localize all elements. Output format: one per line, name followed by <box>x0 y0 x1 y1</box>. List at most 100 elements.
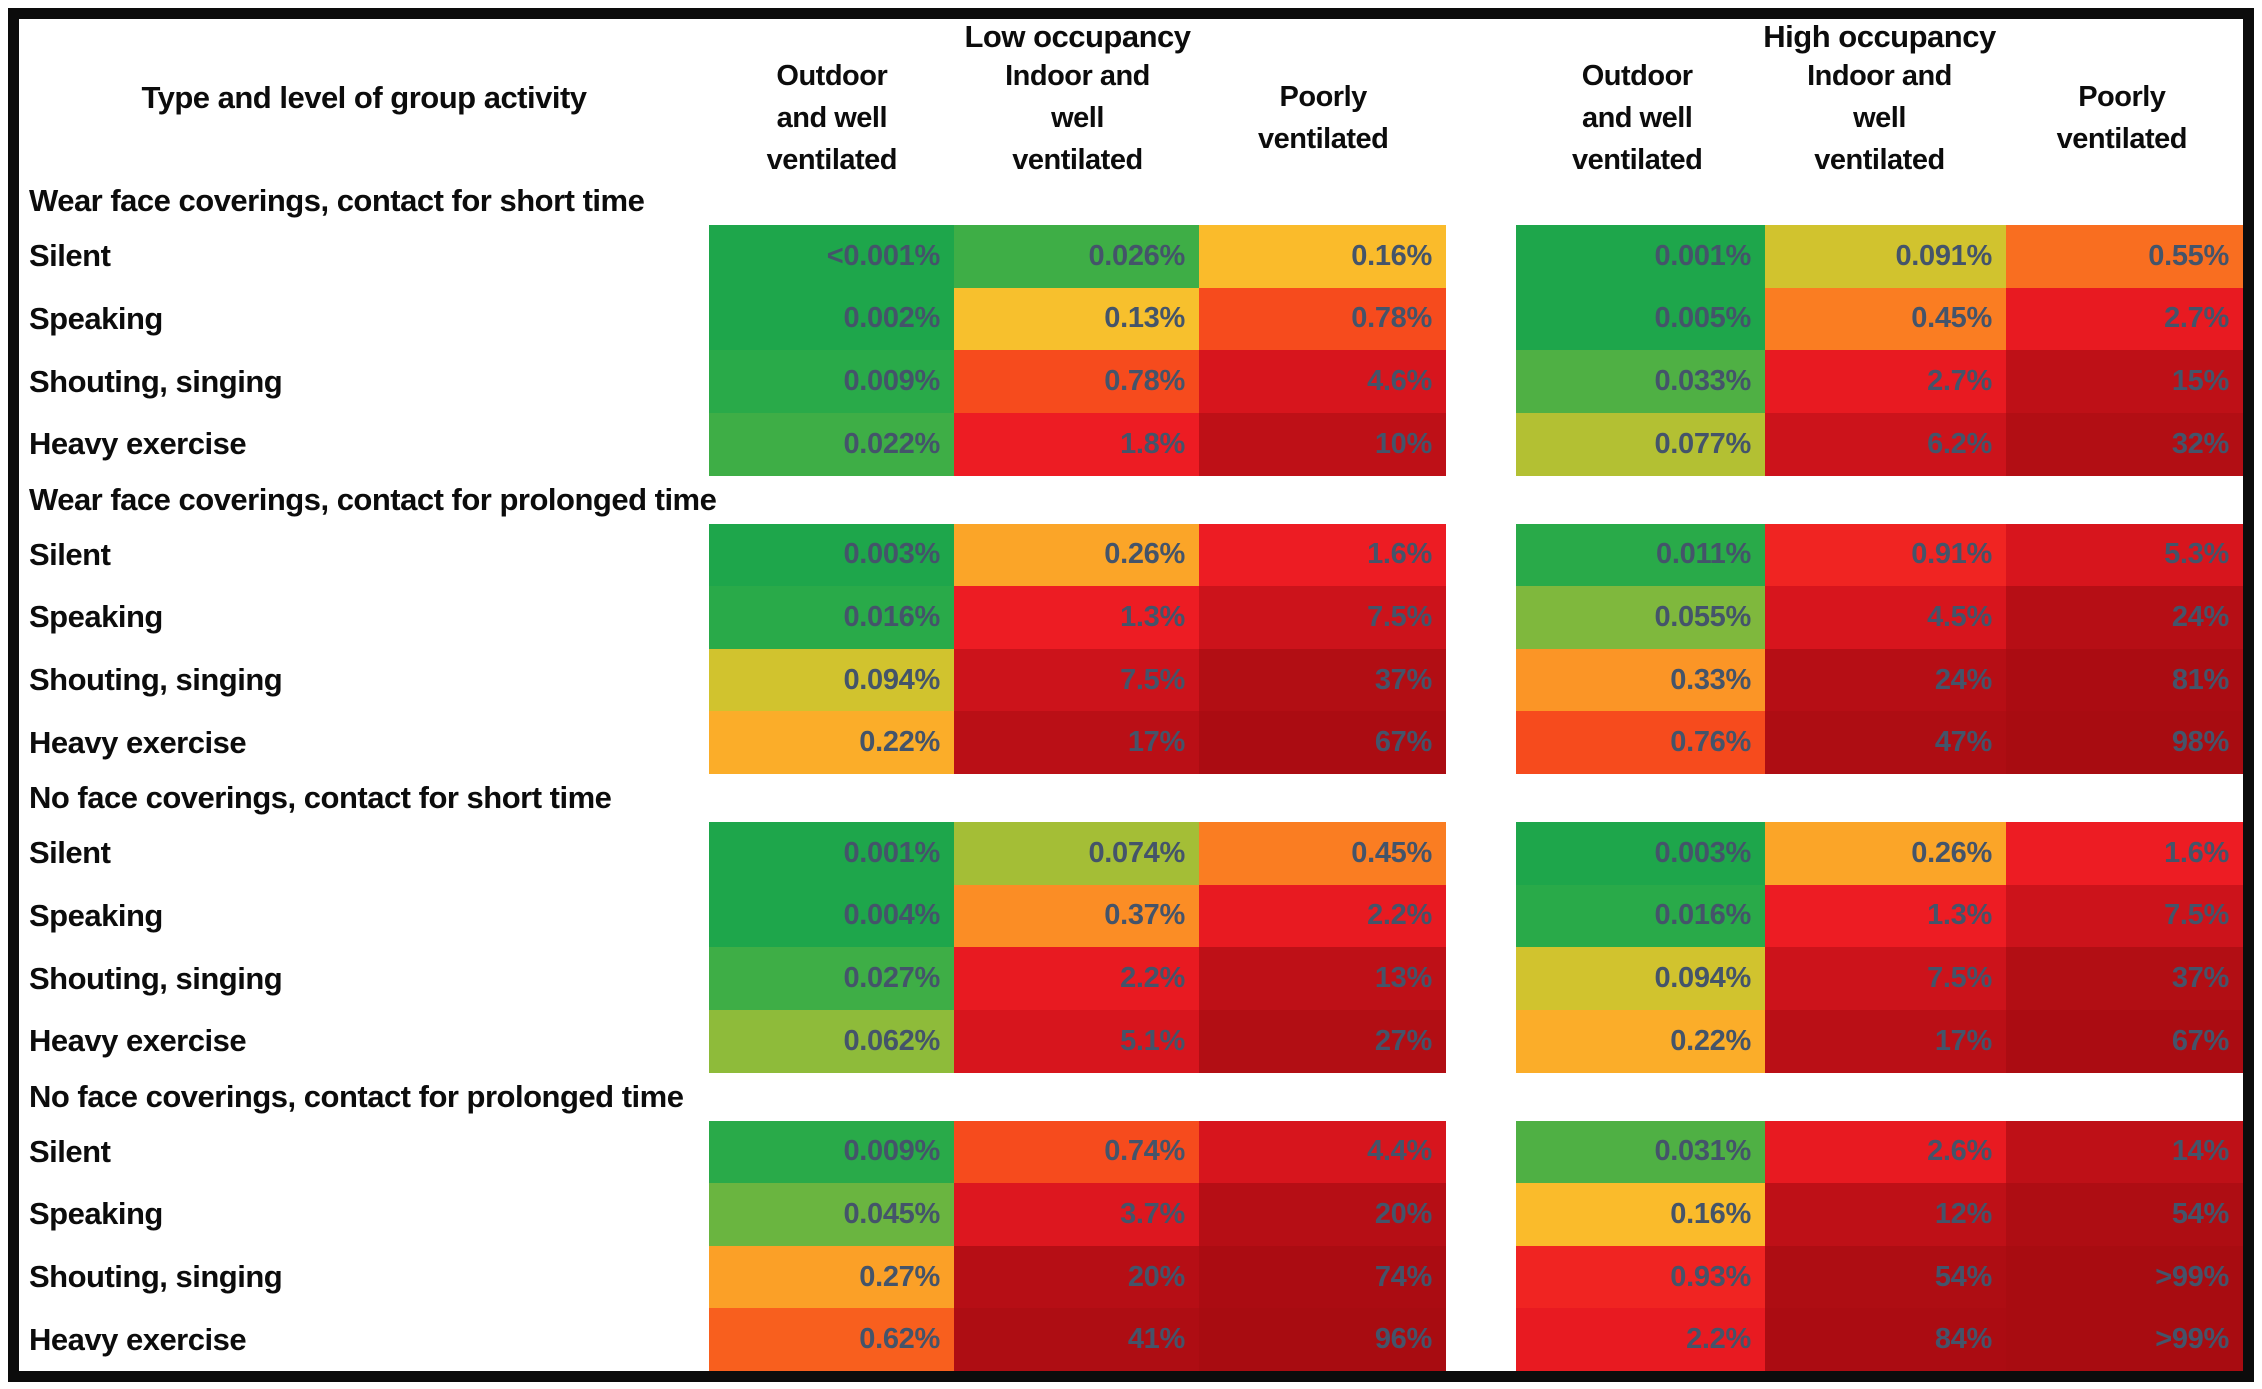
risk-cell-low-occupancy-outdoor-well-ventilated: 0.027% <box>709 947 954 1010</box>
risk-cell-high-occupancy-indoor-well-ventilated: 6.2% <box>1765 412 2006 476</box>
risk-cell-low-occupancy-indoor-well-ventilated: 0.74% <box>954 1120 1199 1184</box>
column-headers-low: Outdoor and well ventilated Indoor and w… <box>709 55 1446 181</box>
risk-cell-high-occupancy-poorly-ventilated: 15% <box>2006 350 2243 413</box>
risk-cell-high-occupancy-indoor-well-ventilated: 0.26% <box>1765 822 2006 885</box>
risk-cell-high-occupancy-outdoor-well-ventilated: 0.76% <box>1516 711 1765 774</box>
risk-grid: Type and level of group activity Low occ… <box>19 19 2243 1371</box>
risk-cell-low-occupancy-indoor-well-ventilated: 0.13% <box>954 287 1199 351</box>
risk-cell-low-occupancy-indoor-well-ventilated: 5.1% <box>954 1009 1199 1073</box>
risk-cell-high-occupancy-poorly-ventilated: 5.3% <box>2006 523 2243 587</box>
risk-cell-low-occupancy-indoor-well-ventilated: 0.78% <box>954 350 1199 413</box>
row-label: Silent <box>19 225 709 288</box>
risk-cell-low-occupancy-indoor-well-ventilated: 17% <box>954 711 1199 774</box>
risk-cell-high-occupancy-indoor-well-ventilated: 1.3% <box>1765 884 2006 948</box>
risk-cell-low-occupancy-indoor-well-ventilated: 3.7% <box>954 1183 1199 1246</box>
risk-cell-high-occupancy-poorly-ventilated: >99% <box>2006 1245 2243 1309</box>
risk-cell-low-occupancy-outdoor-well-ventilated: 0.062% <box>709 1009 954 1073</box>
risk-cell-low-occupancy-poorly-ventilated: 13% <box>1199 947 1446 1010</box>
risk-cell-high-occupancy-poorly-ventilated: >99% <box>2006 1308 2243 1371</box>
column-header-outdoor-well-ventilated-low: Outdoor and well ventilated <box>766 60 898 177</box>
risk-cell-low-occupancy-outdoor-well-ventilated: 0.62% <box>709 1308 954 1371</box>
row-label: Shouting, singing <box>19 648 709 712</box>
risk-cell-high-occupancy-poorly-ventilated: 14% <box>2006 1120 2243 1184</box>
risk-cell-low-occupancy-poorly-ventilated: 96% <box>1199 1308 1446 1371</box>
column-header-poorly-ventilated-low: Poorly ventilated <box>1257 81 1389 156</box>
section-title: Wear face coverings, contact for prolong… <box>19 475 2243 524</box>
row-label: Speaking <box>19 1183 709 1246</box>
row-label: Silent <box>19 523 709 587</box>
risk-cell-high-occupancy-poorly-ventilated: 7.5% <box>2006 884 2243 948</box>
risk-cell-high-occupancy-outdoor-well-ventilated: 0.077% <box>1516 412 1765 476</box>
risk-cell-high-occupancy-outdoor-well-ventilated: 2.2% <box>1516 1308 1765 1371</box>
column-header-outdoor-well-ventilated-high: Outdoor and well ventilated <box>1571 60 1703 177</box>
risk-cell-low-occupancy-poorly-ventilated: 37% <box>1199 648 1446 712</box>
group-low-occupancy: Low occupancy Outdoor and well ventilate… <box>709 19 1446 177</box>
risk-cell-high-occupancy-outdoor-well-ventilated: 0.031% <box>1516 1120 1765 1184</box>
risk-cell-high-occupancy-poorly-ventilated: 32% <box>2006 412 2243 476</box>
risk-cell-high-occupancy-indoor-well-ventilated: 84% <box>1765 1308 2006 1371</box>
risk-cell-low-occupancy-poorly-ventilated: 4.4% <box>1199 1120 1446 1184</box>
risk-cell-high-occupancy-outdoor-well-ventilated: 0.094% <box>1516 947 1765 1010</box>
risk-cell-low-occupancy-indoor-well-ventilated: 1.3% <box>954 586 1199 649</box>
risk-cell-high-occupancy-outdoor-well-ventilated: 0.001% <box>1516 225 1765 288</box>
risk-cell-low-occupancy-poorly-ventilated: 20% <box>1199 1183 1446 1246</box>
risk-cell-high-occupancy-indoor-well-ventilated: 17% <box>1765 1009 2006 1073</box>
row-label: Speaking <box>19 884 709 948</box>
risk-cell-low-occupancy-outdoor-well-ventilated: 0.002% <box>709 287 954 351</box>
risk-cell-low-occupancy-poorly-ventilated: 4.6% <box>1199 350 1446 413</box>
row-label: Speaking <box>19 287 709 351</box>
risk-cell-high-occupancy-poorly-ventilated: 24% <box>2006 586 2243 649</box>
risk-cell-high-occupancy-indoor-well-ventilated: 0.45% <box>1765 287 2006 351</box>
risk-cell-high-occupancy-outdoor-well-ventilated: 0.93% <box>1516 1245 1765 1309</box>
risk-cell-low-occupancy-outdoor-well-ventilated: 0.004% <box>709 884 954 948</box>
risk-cell-low-occupancy-indoor-well-ventilated: 0.026% <box>954 225 1199 288</box>
row-label: Silent <box>19 1120 709 1184</box>
risk-cell-high-occupancy-outdoor-well-ventilated: 0.005% <box>1516 287 1765 351</box>
group-title-high-occupancy: High occupancy <box>1763 19 1996 54</box>
corner-header: Type and level of group activity <box>141 80 587 115</box>
risk-cell-high-occupancy-outdoor-well-ventilated: 0.011% <box>1516 523 1765 587</box>
group-high-occupancy: High occupancy Outdoor and well ventilat… <box>1516 19 2243 177</box>
risk-cell-low-occupancy-outdoor-well-ventilated: 0.22% <box>709 711 954 774</box>
risk-cell-low-occupancy-poorly-ventilated: 0.78% <box>1199 287 1446 351</box>
row-label: Shouting, singing <box>19 1245 709 1309</box>
column-header-poorly-ventilated-high: Poorly ventilated <box>2056 81 2188 156</box>
risk-cell-high-occupancy-indoor-well-ventilated: 7.5% <box>1765 947 2006 1010</box>
risk-cell-low-occupancy-outdoor-well-ventilated: 0.27% <box>709 1245 954 1309</box>
risk-cell-high-occupancy-poorly-ventilated: 98% <box>2006 711 2243 774</box>
risk-cell-high-occupancy-outdoor-well-ventilated: 0.055% <box>1516 586 1765 649</box>
column-header-indoor-well-ventilated-high: Indoor and well ventilated <box>1807 60 1952 177</box>
risk-cell-low-occupancy-poorly-ventilated: 67% <box>1199 711 1446 774</box>
risk-cell-low-occupancy-outdoor-well-ventilated: 0.045% <box>709 1183 954 1246</box>
risk-cell-high-occupancy-poorly-ventilated: 2.7% <box>2006 287 2243 351</box>
column-headers-high: Outdoor and well ventilated Indoor and w… <box>1516 55 2243 181</box>
risk-cell-low-occupancy-indoor-well-ventilated: 0.37% <box>954 884 1199 948</box>
risk-cell-high-occupancy-outdoor-well-ventilated: 0.22% <box>1516 1009 1765 1073</box>
risk-cell-low-occupancy-poorly-ventilated: 2.2% <box>1199 884 1446 948</box>
row-label: Speaking <box>19 586 709 649</box>
risk-cell-high-occupancy-indoor-well-ventilated: 4.5% <box>1765 586 2006 649</box>
section-title: Wear face coverings, contact for short t… <box>19 177 2243 225</box>
group-title-low-occupancy: Low occupancy <box>964 19 1191 54</box>
risk-cell-low-occupancy-indoor-well-ventilated: 20% <box>954 1245 1199 1309</box>
risk-cell-high-occupancy-outdoor-well-ventilated: 0.016% <box>1516 884 1765 948</box>
section-title: No face coverings, contact for prolonged… <box>19 1072 2243 1121</box>
column-header-indoor-well-ventilated-low: Indoor and well ventilated <box>1005 60 1150 177</box>
risk-cell-low-occupancy-poorly-ventilated: 1.6% <box>1199 523 1446 587</box>
risk-cell-low-occupancy-outdoor-well-ventilated: 0.003% <box>709 523 954 587</box>
row-label: Heavy exercise <box>19 412 709 476</box>
risk-cell-low-occupancy-indoor-well-ventilated: 41% <box>954 1308 1199 1371</box>
risk-cell-high-occupancy-outdoor-well-ventilated: 0.003% <box>1516 822 1765 885</box>
risk-cell-low-occupancy-outdoor-well-ventilated: 0.001% <box>709 822 954 885</box>
risk-cell-low-occupancy-indoor-well-ventilated: 2.2% <box>954 947 1199 1010</box>
row-label: Heavy exercise <box>19 711 709 774</box>
table-frame: Type and level of group activity Low occ… <box>8 8 2254 1382</box>
row-label: Silent <box>19 822 709 885</box>
risk-cell-low-occupancy-outdoor-well-ventilated: 0.009% <box>709 1120 954 1184</box>
risk-cell-high-occupancy-indoor-well-ventilated: 54% <box>1765 1245 2006 1309</box>
risk-cell-low-occupancy-poorly-ventilated: 74% <box>1199 1245 1446 1309</box>
risk-cell-low-occupancy-poorly-ventilated: 0.45% <box>1199 822 1446 885</box>
risk-cell-low-occupancy-indoor-well-ventilated: 1.8% <box>954 412 1199 476</box>
risk-cell-high-occupancy-poorly-ventilated: 0.55% <box>2006 225 2243 288</box>
risk-cell-low-occupancy-outdoor-well-ventilated: 0.016% <box>709 586 954 649</box>
